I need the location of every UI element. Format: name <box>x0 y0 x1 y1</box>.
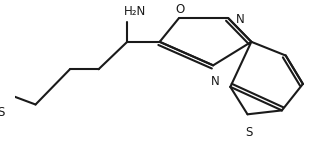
Text: N: N <box>236 13 245 26</box>
Text: S: S <box>0 106 5 119</box>
Text: N: N <box>211 75 219 88</box>
Text: H₂N: H₂N <box>123 5 146 18</box>
Text: S: S <box>245 126 252 139</box>
Text: O: O <box>175 3 185 16</box>
